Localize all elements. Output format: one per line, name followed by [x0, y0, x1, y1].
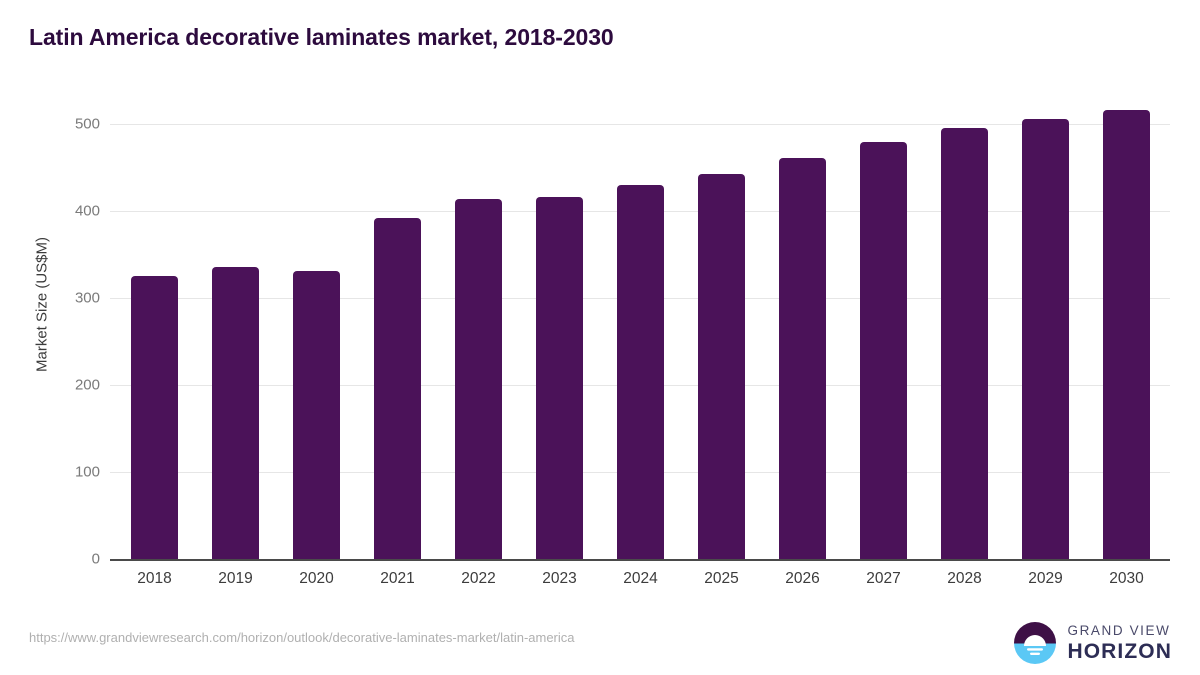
source-url[interactable]: https://www.grandviewresearch.com/horizo…	[29, 630, 575, 645]
x-tick-label-2023: 2023	[542, 570, 577, 587]
logo-line-2: HORIZON	[1067, 639, 1172, 663]
bar-2029[interactable]	[1022, 118, 1069, 559]
bar-2018[interactable]	[131, 276, 178, 559]
bar-2028[interactable]	[941, 128, 988, 559]
x-tick-label-2020: 2020	[299, 570, 334, 587]
bar-2027[interactable]	[860, 142, 907, 559]
bar-2020[interactable]	[293, 271, 340, 559]
bar-2022[interactable]	[455, 198, 502, 559]
x-tick-label-2018: 2018	[137, 570, 172, 587]
x-tick-label-2029: 2029	[1028, 570, 1063, 587]
x-axis-line	[110, 559, 1170, 561]
y-tick-label: 200	[74, 376, 100, 394]
bar-2023[interactable]	[536, 197, 583, 559]
gridline	[110, 124, 1170, 125]
logo-line-1: GRAND VIEW	[1067, 623, 1171, 639]
y-tick-label: 500	[74, 115, 100, 133]
bar-2025[interactable]	[698, 174, 745, 559]
x-tick-label-2019: 2019	[218, 570, 253, 587]
bar-2024[interactable]	[617, 184, 664, 559]
x-tick-label-2022: 2022	[461, 570, 496, 587]
horizon-sun-circle-icon	[1014, 622, 1057, 664]
bar-2021[interactable]	[374, 217, 421, 559]
brand-logo[interactable]: GRAND VIEW HORIZON	[1012, 620, 1172, 666]
bar-2030[interactable]	[1103, 110, 1150, 559]
x-tick-label-2021: 2021	[380, 570, 415, 587]
x-tick-label-2025: 2025	[704, 570, 739, 587]
bar-2019[interactable]	[212, 266, 259, 559]
x-tick-label-2030: 2030	[1109, 570, 1144, 587]
y-tick-label: 100	[74, 463, 100, 481]
page-title: Latin America decorative laminates marke…	[29, 24, 614, 50]
x-tick-label-2028: 2028	[947, 570, 982, 587]
y-tick-label: 0	[91, 550, 100, 568]
y-tick-label: 300	[74, 289, 100, 307]
bar-2026[interactable]	[779, 157, 826, 559]
x-tick-label-2024: 2024	[623, 570, 658, 587]
x-tick-label-2027: 2027	[866, 570, 901, 587]
logo-wordmark: GRAND VIEW HORIZON	[1067, 624, 1172, 662]
x-tick-label-2026: 2026	[785, 570, 820, 587]
y-axis-ticks: 0 100 200 300 400 500	[44, 0, 100, 675]
y-tick-label: 400	[74, 202, 100, 220]
